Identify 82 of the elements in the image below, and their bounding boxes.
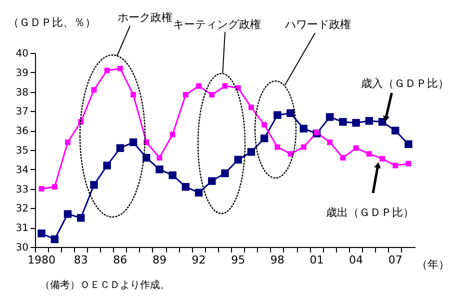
point [286, 109, 294, 118]
x-tick-label: 1980 [28, 254, 56, 266]
point [404, 140, 412, 148]
point [170, 132, 176, 138]
text: ハワード政権 [284, 18, 351, 31]
x-axis-title: （年） [416, 258, 450, 271]
point [90, 181, 98, 189]
x-tick-label: 04 [349, 254, 364, 266]
point [221, 169, 229, 178]
point [182, 182, 190, 191]
y-tick-label: 40 [16, 48, 28, 60]
point [52, 184, 58, 190]
point [274, 111, 282, 119]
point [391, 126, 400, 134]
y-tick-label: 32 [16, 204, 28, 215]
point [365, 117, 374, 125]
point [300, 124, 308, 133]
point [248, 104, 254, 110]
point [380, 156, 385, 162]
point [182, 92, 188, 98]
point [116, 144, 124, 152]
point [103, 162, 111, 170]
text: 歳出（ＧＤＰ比） [326, 206, 414, 219]
point [340, 155, 346, 160]
point [156, 155, 162, 160]
x-tick-label: 89 [152, 254, 166, 266]
y-tick-label: 34 [16, 164, 28, 176]
y-tick-label: 39 [16, 68, 28, 79]
point [300, 144, 306, 150]
y-axis-title: （ＧＤＰ比、％） [8, 16, 96, 29]
point [247, 148, 256, 156]
x-tick-label: 83 [74, 254, 88, 266]
y-tick-label: 38 [16, 87, 28, 98]
point [262, 122, 268, 128]
point [104, 68, 110, 74]
x-tick-label: 86 [113, 254, 128, 266]
point [406, 160, 412, 166]
y-tick-label: 36 [16, 126, 28, 138]
point [235, 85, 241, 91]
point [260, 134, 268, 142]
point [50, 235, 59, 244]
y-tick-label: 30 [16, 242, 28, 254]
point [196, 83, 202, 89]
point [65, 140, 70, 145]
point [117, 66, 123, 72]
point [352, 118, 360, 127]
text: キーティング政権 [173, 18, 261, 31]
text: 歳入（ＧＤＰ比） [361, 77, 449, 90]
point [353, 145, 359, 151]
point [91, 87, 97, 93]
text: ホーク政権 [118, 11, 172, 24]
point [208, 177, 216, 185]
x-tick-label: 92 [192, 254, 206, 266]
point [142, 154, 150, 162]
point [274, 144, 280, 150]
point [209, 92, 215, 98]
point [130, 92, 136, 98]
point [326, 113, 334, 121]
point [38, 186, 44, 192]
point [222, 83, 228, 89]
point [234, 156, 242, 164]
text: （備考）ＯＥＣＤより作成。 [40, 279, 170, 291]
point [129, 138, 138, 146]
point [366, 151, 372, 157]
point [168, 171, 176, 180]
x-tick-label: 98 [270, 254, 284, 266]
y-tick-label: 33 [16, 184, 28, 196]
point [38, 230, 46, 238]
point [288, 151, 294, 157]
x-tick-label: 95 [231, 254, 246, 266]
x-tick-label: 01 [310, 254, 324, 266]
point [156, 166, 164, 174]
y-tick-label: 31 [16, 223, 28, 234]
y-tick-label: 37 [16, 106, 28, 118]
point [64, 210, 72, 218]
point [76, 214, 85, 222]
x-tick-label: 07 [388, 254, 402, 266]
point [194, 188, 203, 197]
point [327, 140, 333, 145]
point [392, 162, 398, 168]
y-tick-label: 35 [16, 146, 28, 156]
point [339, 118, 347, 126]
